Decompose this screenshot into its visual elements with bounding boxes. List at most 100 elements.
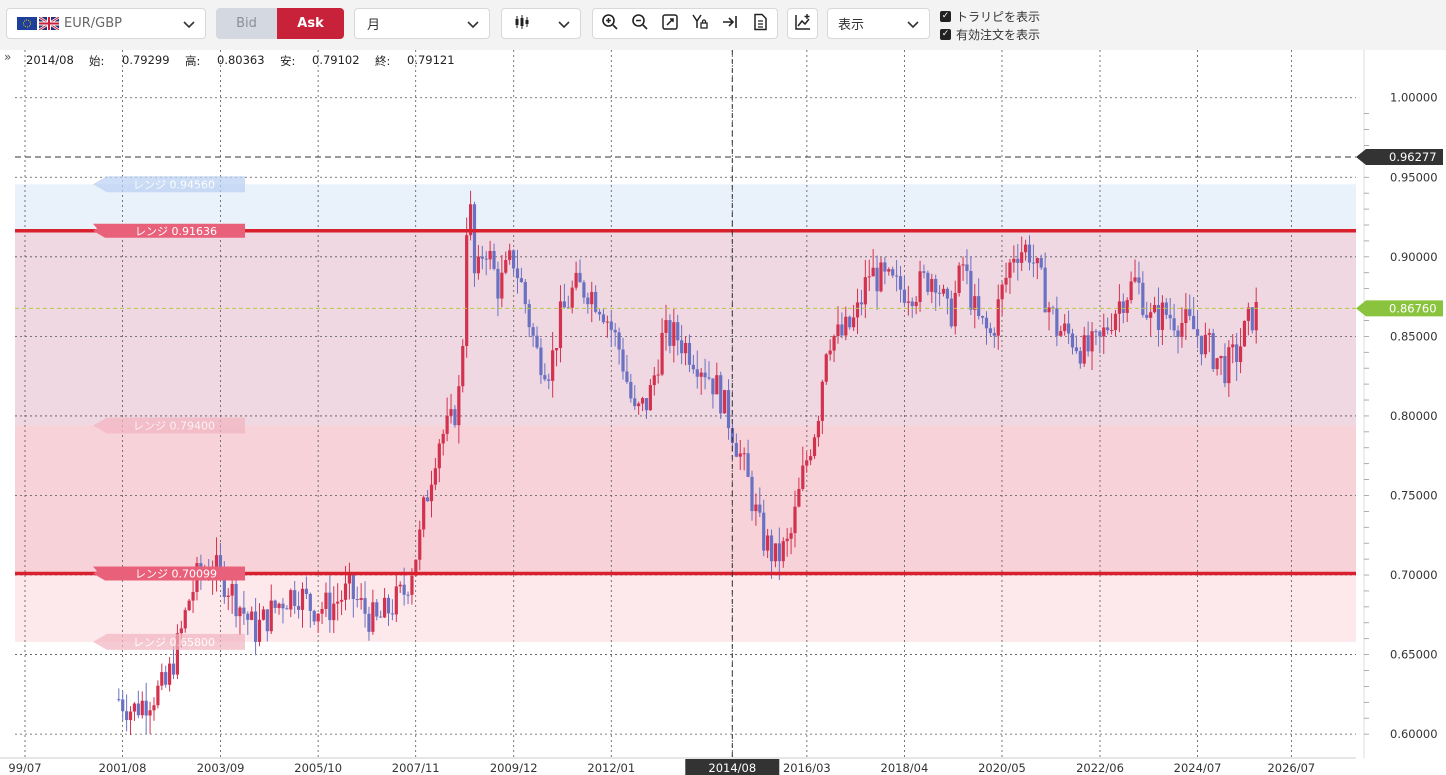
chart-area[interactable]: » 2014/08 始: 0.79299 高: 0.80363 安: 0.791… [0, 50, 1446, 775]
candle-body [1156, 305, 1161, 330]
candle-body [1078, 351, 1082, 364]
candle-body [996, 299, 1000, 336]
fit-screen-icon[interactable] [661, 13, 679, 35]
candle-body [965, 264, 969, 272]
expand-panel-icon[interactable]: » [4, 50, 12, 64]
candle-body [719, 375, 723, 414]
candle-body [809, 456, 813, 461]
candle-body [895, 275, 899, 277]
chart-type-select[interactable] [501, 8, 581, 39]
candle-body [254, 611, 258, 642]
candle-body [1227, 347, 1231, 384]
candle-body [582, 282, 586, 298]
candle-body [699, 372, 703, 377]
candle-body [222, 567, 226, 597]
candle-body [300, 588, 305, 610]
period-select[interactable]: 月 [354, 8, 490, 39]
show-trail-label: トラリピを表示 [956, 10, 1041, 24]
ohlc-open-label: 始: [89, 54, 105, 68]
candle-body [914, 301, 918, 307]
y-tick-label: 1.00000 [1390, 91, 1438, 105]
show-orders-checkbox[interactable]: ✓ 有効注文を表示 [940, 26, 1040, 43]
candle-body [1063, 323, 1067, 332]
add-indicator-button[interactable] [787, 8, 818, 39]
y-tick-label: 0.70000 [1390, 568, 1438, 582]
candle-body [812, 437, 817, 457]
candle-body [347, 574, 352, 584]
candle-body [926, 272, 930, 292]
candle-body [500, 272, 504, 299]
candle-body [707, 377, 711, 379]
candle-body [945, 288, 950, 299]
candle-body [723, 390, 727, 414]
candle-body [523, 282, 527, 305]
candle-body [128, 711, 133, 721]
ohlc-low: 0.79102 [312, 53, 360, 67]
x-tick-label: 2012/01 [587, 761, 635, 775]
candle-body [1016, 258, 1020, 263]
candle-body [664, 320, 668, 333]
x-tick-label: 2022/06 [1076, 761, 1124, 775]
y-axis-bg [1356, 50, 1446, 775]
candle-body [1125, 300, 1129, 313]
candle-body [683, 342, 688, 354]
candle-body [1113, 313, 1118, 331]
candle-body [484, 258, 488, 260]
candle-body [453, 409, 457, 426]
symbol-select[interactable]: EUR/GBP [6, 8, 206, 39]
candle-body [574, 272, 578, 288]
candle-body [738, 453, 742, 457]
candle-body [789, 533, 793, 539]
candle-body [1195, 329, 1200, 336]
document-icon[interactable] [751, 13, 769, 35]
candle-body [551, 350, 555, 381]
candle-body [304, 588, 309, 594]
candle-body [273, 600, 277, 608]
range-bands [15, 184, 1356, 642]
candle-body [293, 590, 297, 606]
range-label-faint: レンジ 0.79400 [93, 417, 245, 434]
candle-body [855, 302, 860, 318]
y-tick-label: 0.75000 [1390, 488, 1438, 502]
chevron-down-icon [467, 18, 479, 33]
candle-body [363, 598, 367, 614]
candle-body [844, 316, 848, 336]
display-select[interactable]: 表示 [827, 8, 930, 39]
candle-body [1035, 258, 1039, 264]
ohlc-high-label: 高: [185, 54, 201, 68]
price-lock-icon[interactable] [691, 13, 709, 35]
candle-body [461, 345, 465, 387]
show-trail-checkbox[interactable]: ✓ トラリピを表示 [940, 8, 1040, 25]
ask-button[interactable]: Ask [277, 8, 344, 39]
candle-body [320, 608, 324, 614]
range-label-faint: レンジ 0.94560 [93, 176, 245, 193]
candle-body [1039, 258, 1043, 268]
crosshair-date-tag [685, 759, 780, 775]
candle-body [762, 512, 766, 551]
candle-body [425, 497, 430, 502]
candle-body [261, 609, 266, 620]
candlestick-chart[interactable]: レンジ 0.91636 レンジ 0.70099 レンジ 0.94560 レンジ 0.7… [0, 50, 1446, 775]
candle-body [1231, 344, 1235, 348]
candle-body [437, 443, 441, 469]
candle-body [590, 291, 594, 305]
candle-body [824, 354, 828, 382]
add-indicator-icon [794, 13, 812, 35]
candle-body [281, 603, 285, 609]
candle-body [633, 398, 637, 407]
candle-body [277, 603, 281, 608]
y-tick-label: 0.90000 [1390, 250, 1438, 264]
zoom-out-icon[interactable] [631, 13, 649, 35]
zoom-in-icon[interactable] [601, 13, 619, 35]
range-label-text: レンジ 0.79400 [133, 419, 215, 432]
candle-body [1238, 346, 1243, 363]
range-label-text: レンジ 0.70099 [135, 567, 217, 580]
candle-body [1094, 331, 1098, 333]
candle-body [777, 543, 781, 562]
symbol-label: EUR/GBP [64, 16, 122, 31]
scroll-to-latest-icon[interactable] [721, 13, 739, 35]
candle-body [449, 409, 453, 416]
bid-button[interactable]: Bid [216, 8, 277, 39]
candle-body [832, 336, 836, 351]
candle-body [1180, 323, 1184, 337]
